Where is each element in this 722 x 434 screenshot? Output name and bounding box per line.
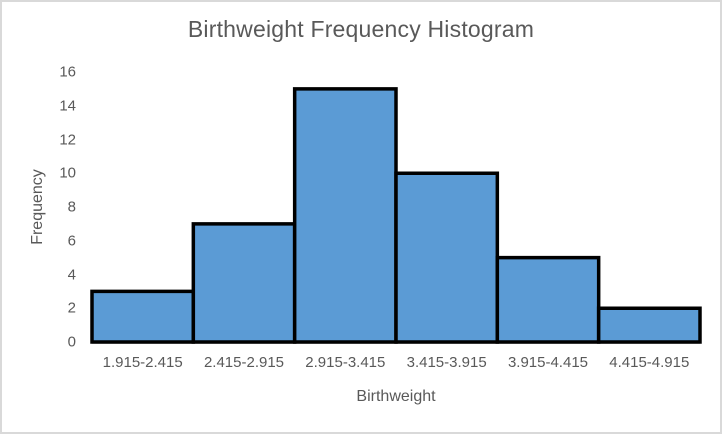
y-tick-label: 14	[59, 97, 76, 115]
x-tick-label: 2.915-3.415	[305, 354, 386, 371]
histogram-bar	[191, 222, 297, 344]
chart-title: Birthweight Frequency Histogram	[187, 16, 535, 42]
histogram-bar	[596, 306, 702, 344]
y-tick-label: 4	[67, 266, 76, 283]
x-tick-label: 4.415-4.915	[609, 354, 690, 371]
histogram-bar	[90, 289, 196, 344]
histogram-bar	[394, 171, 500, 344]
x-tick-label: 3.415-3.915	[406, 354, 487, 371]
y-tick-label: 0	[67, 333, 76, 351]
y-tick-label: 8	[67, 198, 76, 216]
y-tick-label: 2	[67, 299, 76, 317]
x-axis-tick-labels: 1.915-2.415 2.415-2.915 2.915-3.415 3.415-3…	[92, 354, 700, 371]
y-tick-label: 16	[59, 63, 76, 81]
x-tick-label: 1.915-2.415	[102, 354, 183, 371]
histogram-bar	[495, 255, 601, 344]
x-axis-title: Birthweight	[356, 388, 436, 405]
y-tick-label: 10	[59, 164, 76, 182]
x-tick-label: 2.415-2.915	[203, 354, 285, 371]
x-tick-label: 3.915-4.415	[507, 354, 589, 371]
histogram-bar	[292, 87, 398, 344]
y-axis-tick-labels: 0 2 4 6 8 10 12 14 16	[30, 64, 76, 351]
histogram-bars	[90, 87, 702, 344]
y-tick-label: 12	[59, 131, 76, 148]
y-tick-label: 6	[67, 232, 76, 250]
plot-area	[90, 72, 702, 344]
